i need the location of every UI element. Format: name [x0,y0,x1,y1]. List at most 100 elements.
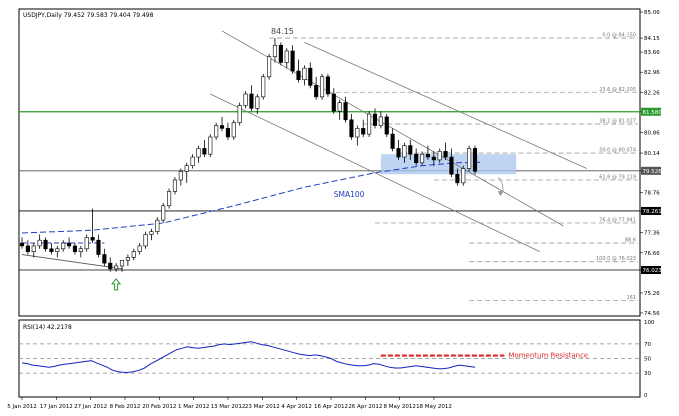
candle-body-10 [78,248,83,252]
candle-body-67 [414,153,419,164]
rsi-line [21,341,476,373]
fibonacci-levels: 0.0 @ 84.150 23.6 @ 82.205 38.2 @ 81.027 50… [269,33,638,301]
candle-body-77 [472,148,478,172]
x-tick-label-8: 4 Apr 2012 [281,404,312,410]
candle-body-21 [143,234,148,247]
candle-body-63 [390,133,395,149]
candle-body-20 [137,245,142,252]
candle-body-56 [349,119,354,138]
rsi-title: RSI(14) 42.2178 [23,324,72,331]
candle-body-47 [296,70,301,80]
chart-title: USDJPY,Daily 79.452 79.583 79.404 79.498 [23,12,154,19]
price-axis: 85.0684.1583.6682.9682.2681.5880.8680.14… [640,10,662,317]
candle-body-16 [114,265,119,270]
candle-body-14 [102,254,107,264]
candle-body-54 [337,102,342,112]
candle-body-43 [272,44,278,58]
fib-label-0: 0.0 @ 84.150 [602,33,636,39]
candle-body-57 [355,128,360,138]
candle-body-72 [443,151,448,158]
candle-body-26 [172,179,178,192]
fib-label-5: 76.4 @ 77.941 [599,217,636,223]
candle-body-22 [149,231,154,235]
candle-body-9 [72,245,78,252]
candle-body-15 [108,262,113,270]
rsi-tick-label-3: 30 [644,371,651,377]
sma-line [21,161,481,234]
support-zone [380,154,517,175]
candle-body-74 [455,173,460,184]
candle-body-45 [284,50,289,63]
rsi-tick-label-2: 50 [644,357,651,363]
candle-body-1 [25,245,30,252]
candle-body-52 [325,76,330,95]
x-tick-label-3: 8 Feb 2012 [110,404,141,410]
up-arrow-icon [111,278,122,291]
fib-label-7: 100.0 @ 76.023 [596,256,636,262]
candle-body-25 [167,191,172,207]
momentum-resistance-label: Momentum Resistance [508,352,588,360]
candle-body-12 [90,237,95,241]
candle-body-71 [437,151,442,161]
candle-body-27 [178,171,183,181]
y-tick-label-7: 80.14 [644,151,660,157]
fib-label-3: 50.0 @ 80.074 [599,148,636,154]
y-tick-label-14: 75.26 [644,291,660,297]
candle-body-62 [384,116,389,135]
candle-body-58 [361,128,366,135]
candle-body-28 [184,165,189,172]
candle-body-18 [125,257,130,261]
channel-line-2 [210,93,540,253]
rsi-tick-label-4: 0 [644,393,648,399]
candle-body-8 [67,242,72,247]
x-tick-label-9: 16 Apr 2012 [314,404,348,410]
candle-body-69 [425,153,431,158]
y-tick-label-11: 77.36 [644,231,660,237]
candle-body-60 [372,113,378,126]
current-price-tag-bg [641,166,661,175]
candle-body-68 [419,153,425,164]
support-tag-1-bg [641,266,661,274]
support-tag-0: 78.261 [643,209,662,215]
candle-body-36 [231,122,236,138]
fib-label-2: 38.2 @ 81.027 [599,119,636,125]
x-tick-label-7: 23 Mar 2012 [245,404,280,410]
candle-body-64 [396,148,401,158]
support-zone-rect [380,154,517,175]
peak-label: 84.15 [271,27,294,36]
down-arrow-icon [497,191,504,197]
candle-body-50 [314,85,319,98]
candle-body-42 [267,56,272,78]
fib-label-8: 161 [626,295,636,301]
candle-body-34 [219,125,225,129]
candle-body-30 [196,148,201,158]
candle-body-51 [319,76,325,98]
candle-body-61 [378,116,383,126]
sma-label: SMA100 [334,190,365,199]
support-tag-0-bg [641,206,661,215]
x-tick-label-12: 18 May 2012 [416,404,452,410]
candle-body-59 [367,113,372,135]
candles [19,38,478,272]
candle-body-73 [449,156,454,175]
resistance-tag-bg [641,107,661,116]
candle-body-66 [408,145,413,155]
candle-body-76 [467,148,472,169]
candle-body-49 [308,67,313,86]
candle-body-55 [343,102,348,121]
y-tick-label-12: 76.66 [644,251,660,257]
candle-body-0 [19,242,25,247]
x-tick-label-1: 17 Jan 2012 [40,404,73,410]
y-tick-label-0: 85.06 [644,10,660,16]
candle-body-75 [461,168,466,184]
fib-label-1: 23.6 @ 82.205 [599,87,636,93]
candle-body-29 [190,156,195,166]
x-tick-label-0: 5 Jan 2012 [7,404,36,410]
support-tag-1: 76.023 [643,268,663,274]
x-tick-label-11: 8 May 2012 [383,404,415,410]
candle-body-5 [49,248,54,252]
time-axis: 5 Jan 2012 17 Jan 2012 27 Jan 2012 8 Feb 20… [7,397,452,410]
candle-body-6 [55,248,60,252]
channel-line-1 [304,42,587,169]
